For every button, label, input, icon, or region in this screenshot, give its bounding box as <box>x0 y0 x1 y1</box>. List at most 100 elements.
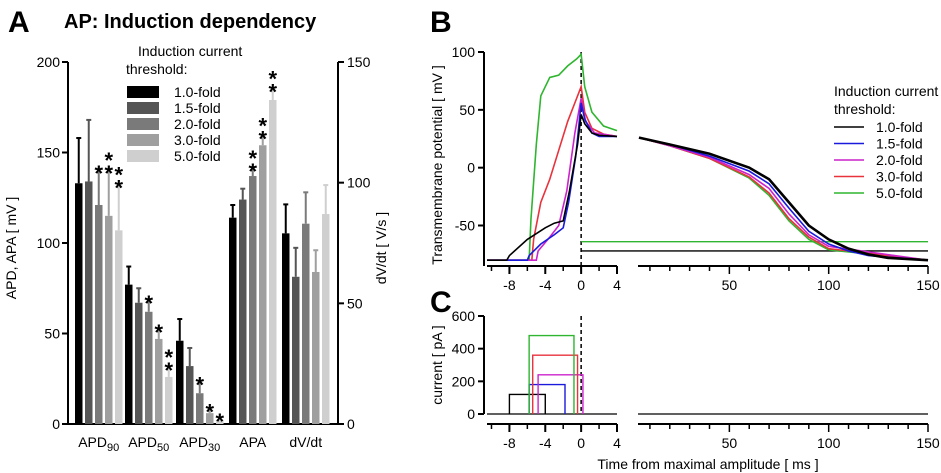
a-significance-star: * <box>164 358 173 383</box>
a-significance-star: * <box>94 161 103 186</box>
b-legend-label: 2.0-fold <box>876 152 923 168</box>
a-ytick-label: 200 <box>37 54 61 70</box>
a-category-label: APA <box>239 434 267 450</box>
c-ytick-label: 400 <box>452 341 476 357</box>
x-tick-label: -8 <box>503 277 516 293</box>
a-category-main: APD <box>179 434 208 450</box>
b-ytick-label: 100 <box>452 44 476 60</box>
c-ytick-label: 0 <box>467 406 475 422</box>
x-tick-label: 50 <box>722 435 738 451</box>
a-y2tick-label: 50 <box>347 295 363 311</box>
c-pulse-1.0-fold <box>508 393 546 414</box>
a-category-sub: 30 <box>208 442 220 454</box>
a-significance-star: * <box>195 373 204 398</box>
x-tick-label: 4 <box>613 435 621 451</box>
legend-b-title-line1: Induction current <box>834 83 938 99</box>
a-bar <box>216 420 224 424</box>
a-bar <box>302 223 310 424</box>
x-tick-label: -4 <box>539 277 552 293</box>
a-bar <box>115 230 123 424</box>
a-bar <box>186 366 194 424</box>
a-significance-star: * <box>205 400 214 425</box>
a-legend-swatch <box>127 150 159 162</box>
c-pulse-2.0-fold <box>537 374 584 414</box>
a-legend-label: 5.0-fold <box>174 148 221 164</box>
x-tick-label: 4 <box>613 277 621 293</box>
a-bar <box>176 340 184 424</box>
a-legend-swatch <box>127 102 159 114</box>
x-tick-label: 100 <box>817 435 841 451</box>
c-pulse-1.5-fold <box>528 383 566 414</box>
a-bar <box>75 183 83 424</box>
x-tick-label: -8 <box>503 435 516 451</box>
a-legend-swatch <box>127 86 159 98</box>
panel-b-letter: B <box>430 6 452 39</box>
a-bar <box>125 284 133 424</box>
c-pulse-5.0-fold <box>528 334 575 414</box>
a-ytick-label: 0 <box>52 416 60 432</box>
a-y2tick-label: 150 <box>347 54 371 70</box>
a-category-label: APD50 <box>128 434 169 454</box>
a-category-label: APD90 <box>78 434 119 454</box>
a-bar <box>239 199 247 424</box>
a-bar <box>165 376 173 424</box>
a-bar <box>85 181 93 424</box>
a-bar <box>292 276 300 424</box>
a-significance-star: * <box>114 162 123 187</box>
x-tick-label: 0 <box>577 435 585 451</box>
b-trace-right <box>638 136 929 262</box>
legend-title-line1: Induction current <box>138 43 242 59</box>
a-category-main: APD <box>128 434 157 450</box>
a-y2tick-label: 100 <box>347 175 371 191</box>
b-ytick-label: -50 <box>455 218 475 234</box>
legend-b-title-line2: threshold: <box>834 101 895 117</box>
a-significance-star: * <box>258 126 267 151</box>
a-bar <box>269 100 277 424</box>
a-bar <box>196 393 204 424</box>
a-significance-star: * <box>248 146 257 171</box>
b-legend-label: 5.0-fold <box>876 185 923 201</box>
b-trace-right <box>638 136 929 262</box>
a-bar <box>229 217 237 424</box>
a-bar <box>95 204 103 424</box>
panel-c-plot: 0 200 400 600 -8 -4 0 4 50 100 150 <box>452 308 940 451</box>
panel-c-ylabel: current [ pA ] <box>429 325 445 404</box>
a-category-main: APA <box>239 434 267 450</box>
a-bar <box>105 215 113 424</box>
a-bar <box>322 214 330 424</box>
a-bar <box>155 338 163 424</box>
panel-b-plot: -50 0 50 100 -8 -4 0 4 50 100 150 1.0-fold1.5-fold2… <box>452 44 940 293</box>
a-bar <box>312 271 320 424</box>
a-significance-star: * <box>268 79 277 104</box>
a-legend-swatch <box>127 134 159 146</box>
a-legend-label: 3.0-fold <box>174 132 221 148</box>
panel-b-ylabel: Transmembrane potential [ mV ] <box>429 65 445 264</box>
a-significance-star: * <box>215 409 224 434</box>
a-significance-star: * <box>258 113 267 138</box>
a-ytick-label: 50 <box>44 326 60 342</box>
legend-title-line2: threshold: <box>126 61 187 77</box>
a-category-sub: 50 <box>157 442 169 454</box>
a-legend-label: 1.0-fold <box>174 84 221 100</box>
c-ytick-label: 600 <box>452 308 476 324</box>
b-legend-label: 1.0-fold <box>876 119 923 135</box>
c-ytick-label: 200 <box>452 373 476 389</box>
b-trace-left <box>487 102 617 262</box>
a-bar <box>135 302 143 424</box>
a-significance-star: * <box>268 66 277 91</box>
x-tick-label: 50 <box>722 277 738 293</box>
b-legend-label: 3.0-fold <box>876 169 923 185</box>
b-ytick-label: 0 <box>467 160 475 176</box>
a-category-label: APD30 <box>179 434 220 454</box>
b-trace-right <box>638 136 929 262</box>
a-bar <box>206 413 214 424</box>
a-category-main: APD <box>78 434 107 450</box>
a-ytick-label: 150 <box>37 145 61 161</box>
x-tick-label: 150 <box>916 277 940 293</box>
b-trace-left <box>487 114 618 262</box>
x-tick-label: 0 <box>577 277 585 293</box>
a-bar <box>259 145 267 424</box>
panel-c-xlabel: Time from maximal amplitude [ ms ] <box>597 456 818 472</box>
